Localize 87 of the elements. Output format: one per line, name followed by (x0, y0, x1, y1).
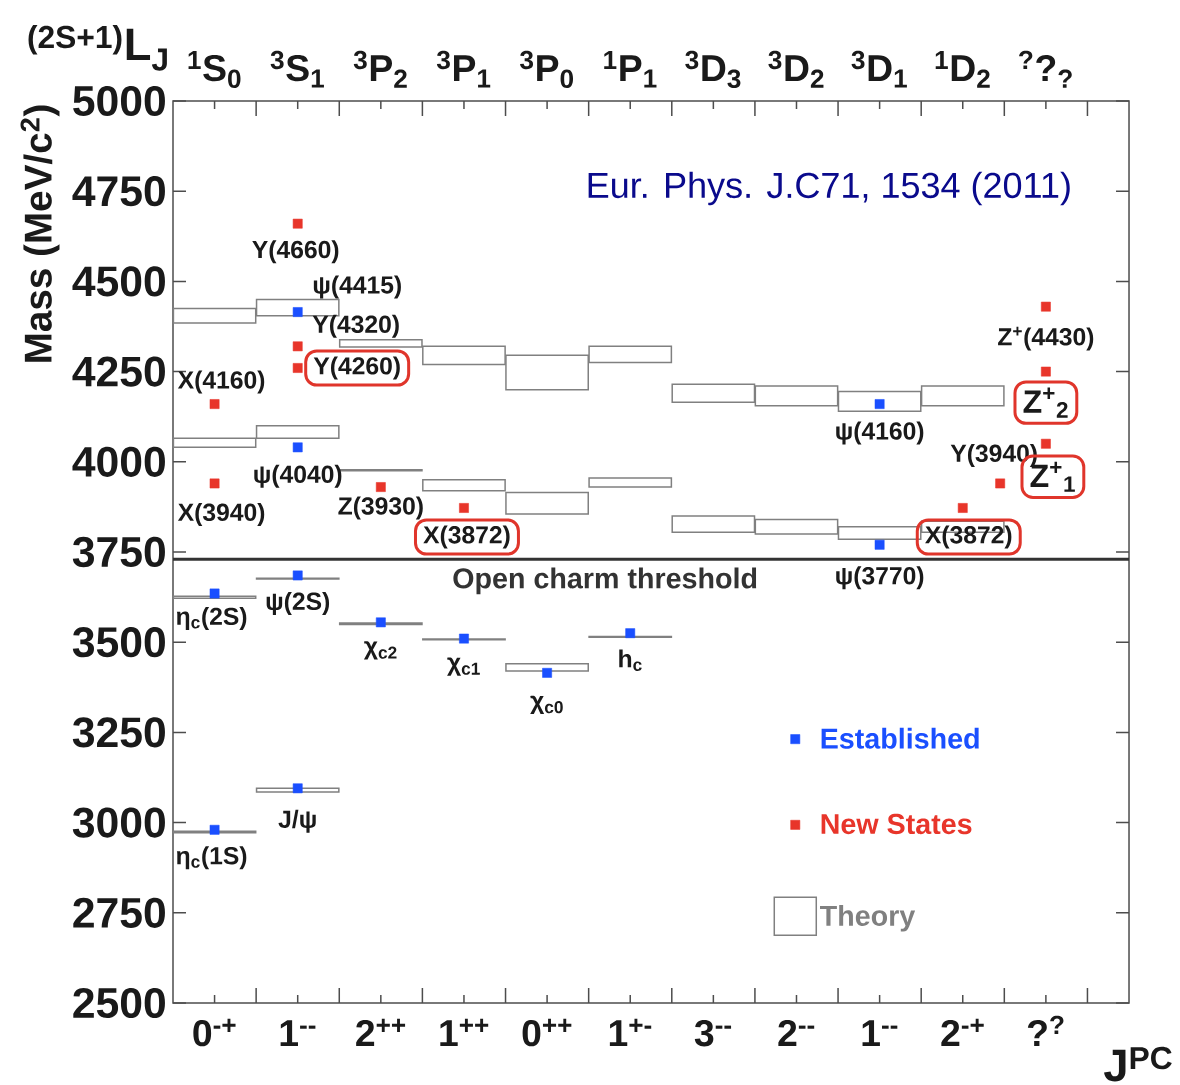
annotation: Y(4320) (312, 314, 399, 338)
y-tick-label: 3750 (72, 536, 165, 568)
x-tick-label: 0$^{-+}$ (193, 1018, 236, 1047)
y-tick-label: 4000 (72, 446, 165, 477)
point (209, 588, 220, 599)
point (209, 478, 220, 489)
point (292, 218, 303, 229)
text: $^{?}$?$_{?}$ (1019, 50, 1072, 88)
text: $^{1}$D$_{2}$ (935, 50, 990, 88)
point (874, 399, 885, 409)
annotation: ψ(4415) (313, 275, 401, 299)
point (459, 503, 469, 513)
x-tick-label: 2$^{++}$ (356, 1018, 406, 1046)
x-tick-label: ?$^{?}$ (1027, 1015, 1064, 1046)
annotation: χ$_{c0}$ (530, 695, 563, 715)
annotation: ψ(4160) (836, 421, 924, 445)
y-tick-label: 3000 (72, 807, 165, 838)
point (375, 482, 386, 492)
legend-label: Established (821, 727, 979, 749)
x-tick-label: 3$^{--}$ (694, 1019, 732, 1047)
point (375, 617, 386, 628)
annotation: X(3940) (177, 502, 265, 526)
point (542, 668, 552, 678)
x-tick-label: 2$^{-+}$ (941, 1018, 984, 1046)
annotation: η$_{c}$(2S) (176, 606, 247, 630)
y-tick-label: 3500 (72, 627, 165, 658)
point (625, 628, 636, 639)
text: $^{(2S+1)}$L$_{J}$ (28, 24, 167, 71)
annotation: J/ψ (278, 809, 316, 833)
annotation: χ$_{c2}$ (363, 641, 397, 660)
y-tick-label: 2500 (73, 987, 165, 1019)
annotation: ψ(3770) (836, 566, 924, 590)
annotation: X(4160) (177, 370, 265, 394)
text: $^{1}$S$_{0}$ (188, 50, 241, 89)
text: $^{3}$S$_{1}$ (270, 50, 324, 88)
bar (505, 663, 589, 672)
point (459, 633, 469, 644)
annotation: ψ(2S) (266, 591, 330, 615)
annotation: χ$_{c1}$ (447, 657, 480, 676)
annotation: ψ(4040) (254, 464, 342, 488)
x-tick-label: 2$^{--}$ (778, 1019, 815, 1046)
annotation: Z$^{+}$(4430) (998, 326, 1094, 351)
ref-line-label: Open charm threshold (453, 567, 757, 595)
annotation: Eur. Phys. J.C71, 1534 (2011) (588, 171, 1070, 206)
y-tick-label: 5000 (73, 85, 165, 117)
x-tick-label: 1$^{--}$ (280, 1020, 316, 1046)
point (292, 363, 303, 373)
y-tick-label: 4750 (72, 176, 165, 207)
point (1041, 438, 1051, 449)
point (874, 539, 885, 550)
x-axis-title: J$^{PC}$ (1104, 1046, 1172, 1082)
y-tick-label: 2750 (73, 897, 165, 928)
y-tick-label: 4250 (72, 356, 165, 387)
legend-label: Theory (820, 904, 916, 932)
text: $^{3}$D$_{3}$ (685, 50, 741, 89)
point (292, 570, 303, 581)
point (209, 399, 220, 409)
annotation: X(3872) (423, 525, 510, 549)
point (292, 442, 303, 453)
annotation: Z(3930) (338, 496, 423, 520)
y-axis-title: Mass (MeV/c$^{2}$) (20, 105, 60, 362)
text: $^{1}$P$_{1}$ (604, 50, 657, 88)
x-tick-label: 0$^{++}$ (522, 1018, 572, 1047)
text: $^{3}$P$_{2}$ (353, 50, 407, 88)
annotation: h$_{c}$ (619, 649, 642, 671)
point (292, 307, 303, 317)
text: $^{3}$P$_{0}$ (520, 50, 574, 89)
annotation: Y(4660) (252, 240, 339, 264)
legend-label: New States (821, 813, 972, 835)
point (292, 783, 303, 794)
y-tick-label: 3250 (72, 717, 165, 748)
point (1041, 301, 1051, 312)
annotation: η$_{c}$(1S) (176, 846, 247, 870)
bar (588, 477, 673, 488)
x-tick-label: 1$^{+-}$ (609, 1018, 652, 1046)
text: $^{3}$D$_{1}$ (851, 50, 907, 88)
point (292, 341, 303, 352)
point (1041, 366, 1051, 377)
text: $^{3}$D$_{2}$ (768, 50, 824, 88)
annotation: Y(4260) (313, 356, 400, 380)
x-tick-label: 1$^{--}$ (862, 1020, 898, 1046)
annotation: Z$^{+}$2 (1023, 387, 1068, 418)
x-tick-label: 1$^{++}$ (440, 1018, 489, 1046)
point (957, 503, 968, 513)
point (209, 824, 220, 835)
y-tick-label: 4500 (72, 266, 165, 297)
text: $^{3}$P$_{1}$ (436, 50, 491, 88)
